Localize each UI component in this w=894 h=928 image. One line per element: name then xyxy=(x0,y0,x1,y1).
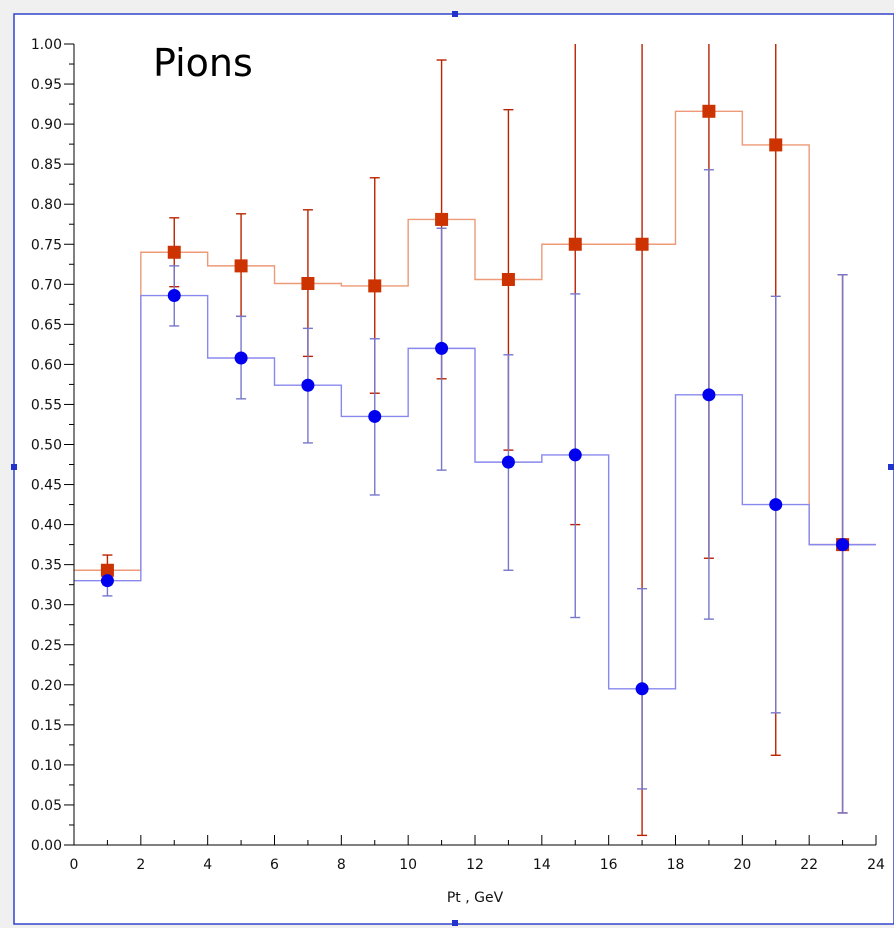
data-point-square-10 xyxy=(769,138,783,152)
y-tick-label-18: 0.90 xyxy=(31,117,62,133)
y-tick-label-8: 0.40 xyxy=(31,518,62,534)
y-tick-label-12: 0.60 xyxy=(31,357,62,373)
y-tick-label-4: 0.20 xyxy=(31,678,62,694)
step-line-series-1 xyxy=(74,110,876,571)
data-point-square-7 xyxy=(568,237,582,251)
y-tick-label-9: 0.45 xyxy=(31,478,62,494)
x-tick-label-8: 16 xyxy=(600,857,618,873)
x-tick-label-1: 2 xyxy=(136,857,145,873)
data-point-circle-3 xyxy=(301,378,315,392)
step-line-series-2 xyxy=(74,294,876,690)
y-tick-label-1: 0.05 xyxy=(31,798,62,814)
data-point-circle-1 xyxy=(167,289,181,303)
data-point-square-0 xyxy=(100,563,114,577)
chart-title: Pions xyxy=(153,41,253,85)
x-tick-label-3: 6 xyxy=(270,857,279,873)
x-tick-label-9: 18 xyxy=(667,857,685,873)
y-tick-label-7: 0.35 xyxy=(31,558,62,574)
x-tick-label-7: 14 xyxy=(533,857,551,873)
data-point-circle-8 xyxy=(635,682,649,696)
data-point-circle-4 xyxy=(368,409,382,423)
data-point-square-8 xyxy=(635,237,649,251)
data-point-circle-9 xyxy=(702,388,716,402)
y-tick-label-3: 0.15 xyxy=(31,718,62,734)
y-tick-label-16: 0.80 xyxy=(31,197,62,213)
y-tick-label-13: 0.65 xyxy=(31,317,62,333)
y-tick-label-2: 0.10 xyxy=(31,758,62,774)
data-point-square-5 xyxy=(435,212,449,226)
selection-handle-left[interactable] xyxy=(11,464,17,470)
data-point-square-4 xyxy=(368,279,382,293)
data-point-circle-6 xyxy=(501,455,515,469)
x-tick-label-6: 12 xyxy=(466,857,484,873)
data-point-circle-11 xyxy=(836,538,850,552)
x-tick-label-0: 0 xyxy=(70,857,79,873)
y-tick-label-11: 0.55 xyxy=(31,397,62,413)
data-point-square-2 xyxy=(234,259,248,273)
x-tick-label-5: 10 xyxy=(399,857,417,873)
axes: 0.00 0.05 0.10 0.15 0.20 0.25 0.30 0.35 0.40 0.45… xyxy=(31,37,885,873)
data-point-circle-5 xyxy=(435,341,449,355)
data-point-square-9 xyxy=(702,104,716,118)
y-tick-label-5: 0.25 xyxy=(31,638,62,654)
x-axis-title: Pt , GeV xyxy=(447,890,504,906)
selection-handle-top[interactable] xyxy=(452,11,458,17)
step-histograms xyxy=(74,110,876,690)
y-tick-label-20: 1.00 xyxy=(31,37,62,53)
x-tick-label-12: 24 xyxy=(867,857,885,873)
data-point-circle-7 xyxy=(568,448,582,462)
x-tick-label-11: 22 xyxy=(800,857,818,873)
data-markers xyxy=(100,104,850,696)
y-tick-label-17: 0.85 xyxy=(31,157,62,173)
data-point-circle-0 xyxy=(100,574,114,588)
selection-handle-right[interactable] xyxy=(888,464,894,470)
y-tick-label-15: 0.75 xyxy=(31,237,62,253)
chart-canvas xyxy=(13,13,894,925)
y-tick-label-14: 0.70 xyxy=(31,277,62,293)
data-point-circle-10 xyxy=(769,498,783,512)
x-tick-label-10: 20 xyxy=(733,857,751,873)
data-point-square-3 xyxy=(301,276,315,290)
x-tick-label-4: 8 xyxy=(337,857,346,873)
y-tick-label-10: 0.50 xyxy=(31,438,62,454)
x-tick-label-2: 4 xyxy=(203,857,212,873)
y-tick-label-19: 0.95 xyxy=(31,77,62,93)
y-tick-label-6: 0.30 xyxy=(31,598,62,614)
selection-handle-bottom[interactable] xyxy=(452,920,458,926)
data-point-square-6 xyxy=(501,272,515,286)
data-point-circle-2 xyxy=(234,351,248,365)
data-point-square-1 xyxy=(167,245,181,259)
y-tick-label-0: 0.00 xyxy=(31,838,62,854)
